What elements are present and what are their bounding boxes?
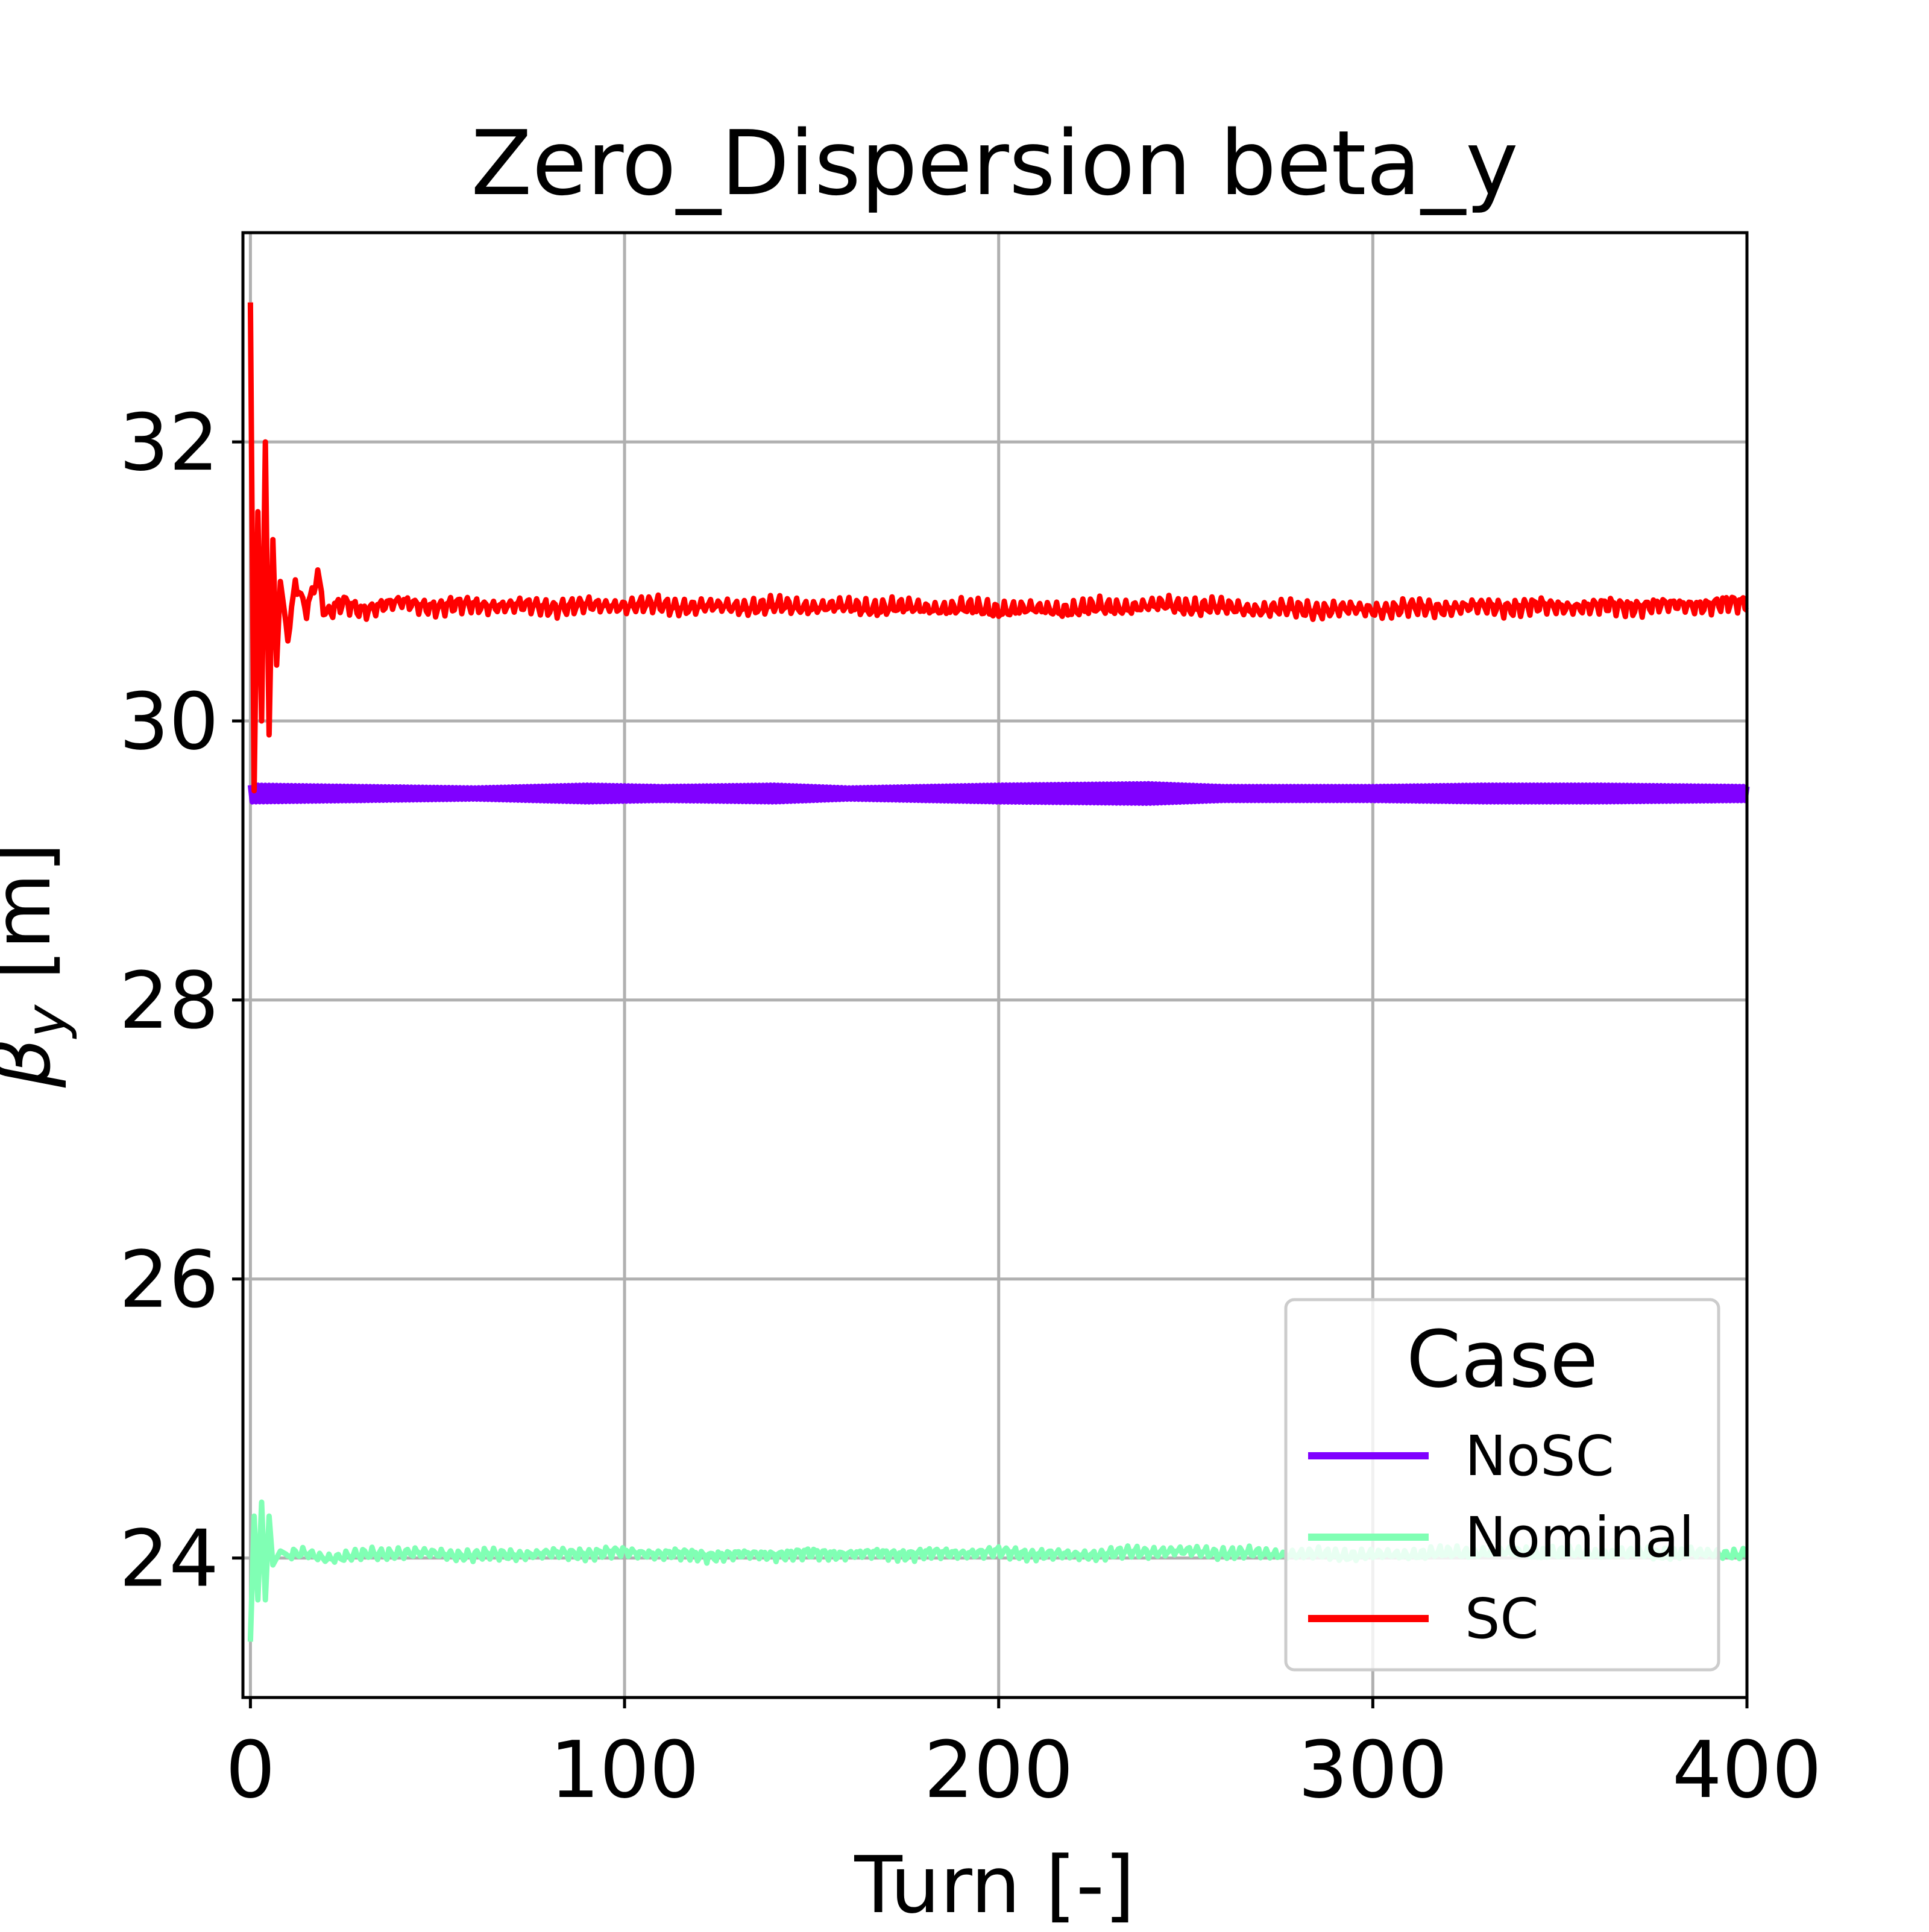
y-tick-label: 26 [119, 1234, 219, 1326]
legend-label-nominal: Nominal [1465, 1505, 1695, 1570]
y-axis-label: βy [m] [0, 843, 78, 1089]
legend-box [1284, 1298, 1720, 1672]
x-axis-label: Turn [-] [854, 1839, 1134, 1929]
y-axis-label-subscript: y [14, 1004, 78, 1039]
y-axis-label-unit: [m] [0, 843, 68, 1005]
legend-label-sc: SC [1465, 1587, 1539, 1651]
y-tick-label: 24 [119, 1513, 219, 1605]
y-tick-label: 28 [119, 955, 219, 1046]
legend-title: Case [1406, 1314, 1598, 1405]
legend: Case NoSC Nominal SC [1284, 1298, 1720, 1672]
plot-frame [241, 231, 1749, 1699]
tick-layer: 0 100 200 300 400 24 26 28 30 32 [119, 397, 1822, 1816]
x-tick-label: 400 [1672, 1724, 1822, 1816]
y-axis-label-symbol: β [0, 1037, 68, 1088]
legend-label-nosc: NoSC [1465, 1424, 1614, 1488]
series-line-sc [247, 302, 1749, 794]
y-tick-label: 32 [119, 397, 219, 488]
legend-items: NoSC Nominal SC [1308, 1424, 1695, 1651]
x-tick-label: 100 [550, 1724, 699, 1816]
x-tick-label: 300 [1298, 1724, 1447, 1816]
x-tick-label: 0 [225, 1724, 275, 1816]
chart-title: Zero_Dispersion beta_y [471, 112, 1518, 215]
series-line-nosc [247, 781, 1750, 806]
y-tick-label: 30 [119, 676, 219, 767]
x-tick-label: 200 [924, 1724, 1074, 1816]
